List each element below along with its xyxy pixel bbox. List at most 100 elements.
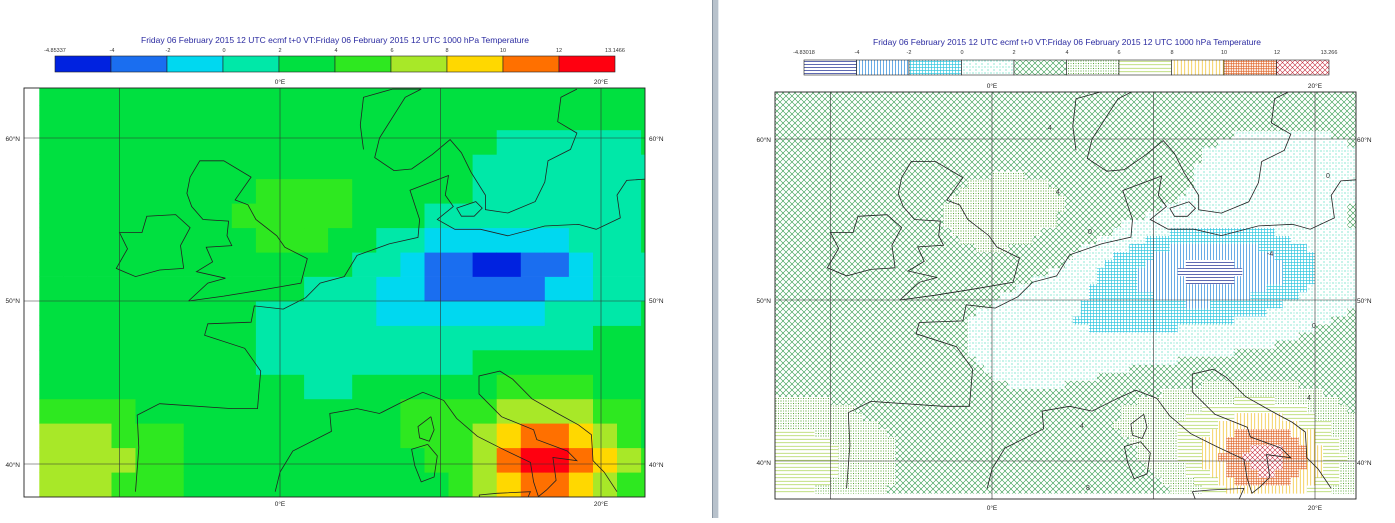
hatch-cell (1169, 267, 1179, 277)
hatch-cell (1080, 122, 1090, 132)
hatch-cell (1040, 122, 1049, 132)
hatch-cell (1242, 139, 1251, 148)
temperature-cell (328, 472, 353, 497)
hatch-cell (1290, 122, 1300, 132)
hatch-cell (814, 243, 823, 253)
hatch-cell (838, 388, 847, 397)
hatch-cell (1121, 461, 1130, 470)
hatch-cell (992, 155, 1001, 164)
hatch-cell (1339, 122, 1348, 132)
hatch-cell (1161, 155, 1170, 164)
hatch-cell (1121, 308, 1130, 317)
legend-swatch (1223, 59, 1277, 76)
hatch-cell (1210, 155, 1219, 164)
hatch-cell (1331, 485, 1340, 494)
hatch-cell (1072, 388, 1082, 397)
hatch-cell (1355, 396, 1356, 405)
hatch-cell (1016, 364, 1025, 373)
hatch-cell (1282, 348, 1292, 357)
hatch-cell (967, 219, 977, 228)
hatch-cell (854, 332, 864, 341)
hatch-cell (790, 187, 799, 196)
hatch-cell (943, 139, 952, 148)
hatch-cell (951, 292, 960, 301)
hatch-cell (1129, 372, 1138, 381)
hatch-cell (1008, 139, 1017, 148)
lon-label-bottom: 0°E (987, 504, 998, 512)
hatch-cell (758, 429, 766, 437)
hatch-cell (992, 211, 1001, 220)
hatch-cell (1274, 364, 1283, 373)
hatch-cell (959, 171, 969, 180)
hatch-cell (927, 324, 936, 333)
hatch-cell (1339, 477, 1348, 486)
hatch-cell (1040, 163, 1049, 172)
hatch-cell (1088, 267, 1098, 277)
hatch-cell (822, 251, 831, 260)
hatch-cell (1169, 187, 1179, 196)
hatch-cell (1153, 372, 1162, 381)
hatch-cell (1145, 195, 1154, 204)
hatch-cell (1040, 396, 1049, 405)
hatch-cell (1137, 171, 1146, 180)
hatch-cell (1339, 308, 1348, 317)
hatch-cell (1355, 364, 1356, 373)
hatch-cell (1113, 171, 1122, 180)
temperature-cell (255, 398, 281, 424)
hatch-cell (806, 348, 815, 357)
temperature-cell (376, 276, 401, 302)
hatch-cell (975, 485, 985, 494)
hatch-cell (854, 428, 864, 438)
hatch-cell (1048, 203, 1057, 212)
hatch-cell (1024, 92, 1033, 100)
hatch-cell (1016, 316, 1025, 325)
temperature-cell (159, 374, 185, 400)
hatch-cell (1097, 485, 1106, 494)
hatch-cell (1298, 195, 1308, 204)
hatch-cell (1282, 267, 1292, 277)
hatch-cell (1347, 300, 1356, 309)
hatch-cell (1169, 243, 1179, 253)
hatch-cell (830, 340, 839, 349)
hatch-cell (854, 461, 864, 470)
hatch-cell (1153, 163, 1162, 172)
hatch-cell (935, 340, 944, 349)
temperature-cell (87, 325, 112, 351)
hatch-cell (814, 461, 823, 470)
window-divider[interactable] (712, 0, 719, 518)
hatch-cell (1290, 267, 1300, 277)
hatch-cell (1315, 251, 1324, 260)
hatch-cell (903, 420, 912, 430)
hatch-cell (1347, 227, 1356, 236)
hatch-cell (1323, 114, 1332, 124)
hatch-cell (1129, 444, 1138, 454)
hatch-cell (1177, 477, 1187, 486)
temperature-cell (183, 423, 209, 449)
hatch-cell (1137, 308, 1146, 317)
hatch-cell (1323, 404, 1332, 414)
temperature-cell (280, 325, 305, 351)
temperature-cell (111, 423, 136, 449)
hatch-cell (1258, 428, 1267, 438)
hatch-cell (919, 98, 928, 108)
hatch-cell (1048, 469, 1057, 478)
hatch-cell (1080, 195, 1090, 204)
hatch-cell (1266, 171, 1275, 180)
hatch-cell (1000, 356, 1009, 365)
hatch-cell (846, 92, 855, 100)
hatch-cell (1290, 300, 1300, 309)
hatch-cell (870, 122, 880, 132)
hatch-cell (911, 396, 920, 405)
temperature-cell (207, 301, 233, 326)
hatch-cell (1121, 469, 1130, 478)
hatch-cell (1218, 275, 1227, 285)
hatch-cell (782, 139, 791, 148)
hatch-cell (983, 187, 993, 196)
hatch-cell (1161, 98, 1170, 108)
hatch-cell (790, 203, 799, 212)
hatch-cell (1234, 171, 1243, 180)
hatch-cell (1258, 340, 1267, 349)
hatch-cell (887, 380, 896, 389)
temperature-cell (280, 154, 305, 180)
temperature-cell (593, 276, 618, 302)
